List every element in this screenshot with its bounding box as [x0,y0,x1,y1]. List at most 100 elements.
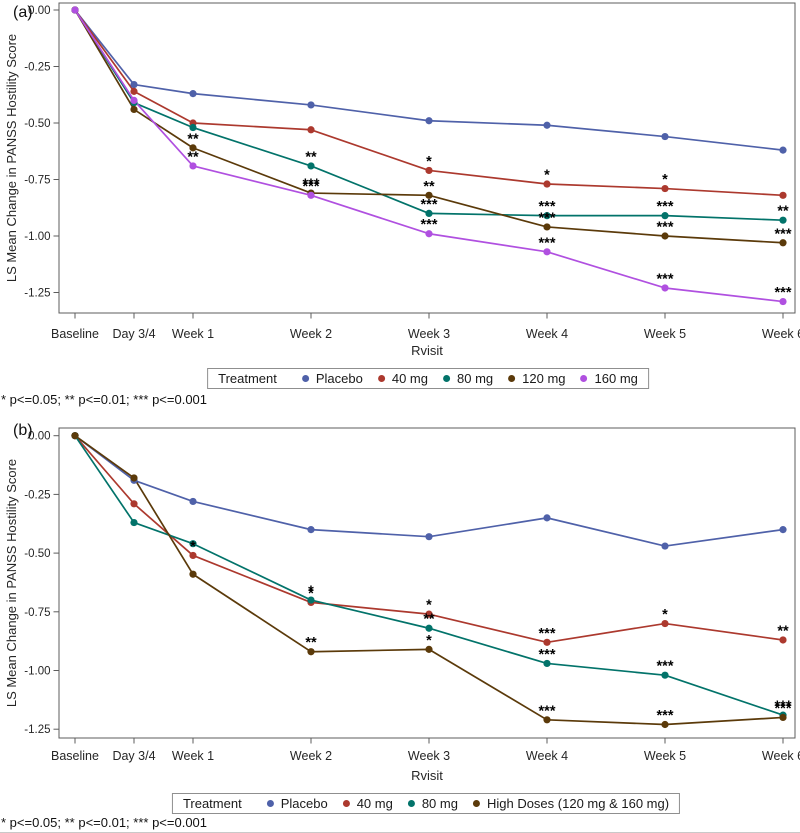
significance-marker: ** [187,131,199,147]
legend-entry-label: Placebo [315,371,363,386]
significance-marker: *** [421,217,438,233]
x-tick-label: Week 4 [526,749,568,763]
data-point [779,239,787,247]
data-point [543,638,551,646]
legend-b: Treatment Placebo 40 mg 80 mg High Doses (1… [171,793,681,814]
data-point [661,542,669,550]
data-point [425,117,433,125]
y-tick-label: -1.00 [24,666,50,678]
legend-entry-label: 80 mg [421,796,458,811]
legend-marker-icon [301,375,309,382]
legend-marker-icon [580,375,588,382]
y-tick-label: -1.25 [24,288,50,300]
legend-entry-high-doses-120-mg-160-mg-: High Doses (120 mg & 160 mg) [472,796,670,811]
significance-marker: *** [539,626,556,642]
x-tick-label: Baseline [51,749,99,763]
significance-marker: *** [303,177,320,193]
data-point [661,212,669,220]
significance-footnote-b: * p<=0.05; ** p<=0.01; *** p<=0.001 [1,815,208,830]
y-tick-label: 0.00 [28,431,50,443]
data-point [307,526,315,534]
data-point [189,551,197,560]
x-tick-label: Week 1 [172,749,214,763]
data-point [661,284,669,292]
legend-entry-120-mg: 120 mg [508,371,566,386]
data-point [130,500,138,508]
significance-marker: *** [657,220,674,236]
plot-frame [58,427,796,739]
data-point [661,132,669,141]
data-point [425,533,433,541]
data-point [425,624,433,632]
legend-entry-80-mg: 80 mg [407,796,458,811]
significance-marker: *** [657,271,674,287]
x-tick-label: Week 4 [526,327,568,341]
data-point [189,123,197,132]
series-line-40-mg [74,9,784,197]
data-point [130,96,138,104]
significance-marker: *** [775,701,792,717]
x-tick-label: Week 1 [172,327,214,341]
series-line-placebo [74,435,784,547]
series-line-high-doses-120-mg-160-mg- [74,435,784,726]
significance-marker: * [308,586,314,602]
significance-marker: *** [775,285,792,301]
data-point [189,570,197,578]
data-point [661,184,669,193]
data-point [779,191,787,199]
data-point [425,645,433,653]
data-point [543,180,551,188]
significance-marker: ** [305,149,317,165]
significance-marker: *** [657,199,674,215]
significance-marker: *** [775,699,792,715]
x-tick-label: Week 6 [762,749,800,763]
legend-entry-label: High Doses (120 mg & 160 mg) [486,796,670,811]
legend-b-title: Treatment [182,796,242,811]
data-point [543,659,551,668]
significance-marker: *** [421,197,438,213]
x-axis-title: Rvisit [411,768,443,783]
series-line-120-mg [74,9,784,244]
x-tick-label: Baseline [51,327,99,341]
plot-frame [58,2,796,314]
legend-entry-label: Placebo [280,796,328,811]
data-point [130,80,138,89]
significance-marker: *** [539,235,556,251]
legend-a: Treatment Placebo 40 mg 80 mg 120 mg 160 mg [207,368,649,389]
x-tick-label: Week 5 [644,749,686,763]
legend-entry-placebo: Placebo [301,371,363,386]
x-tick-label: Week 5 [644,327,686,341]
series-line-40-mg [74,435,784,644]
significance-footnote-a: * p<=0.05; ** p<=0.01; *** p<=0.001 [1,392,208,407]
data-point [543,121,551,129]
data-point [307,191,315,199]
data-point [779,526,787,534]
y-tick-label: -0.50 [24,118,50,130]
legend-entry-label: 160 mg [594,371,638,386]
legend-marker-icon [266,800,274,807]
legend-entry-40-mg: 40 mg [377,371,428,386]
significance-marker: *** [657,708,674,724]
y-tick-label: -1.25 [24,724,50,736]
legend-entry-80-mg: 80 mg [443,371,493,386]
y-axis-title: LS Mean Change in PANSS Hostility Score [4,459,19,707]
data-point [189,144,197,152]
data-point [307,648,315,656]
data-point [189,162,197,170]
data-point [71,432,79,440]
data-point [425,191,433,199]
data-point [189,540,197,548]
y-tick-label: -1.00 [24,231,50,243]
x-tick-label: Week 3 [408,749,450,763]
data-point [130,87,138,95]
panel-a-chart: 0.00 -0.25 -0.50 -0.75 -1.00 -1.25 Baseline Day… [4,2,800,358]
significance-marker: *** [775,226,792,242]
data-point [779,216,787,224]
data-point [779,297,787,306]
data-point [543,514,551,522]
significance-marker: * [190,539,196,555]
data-point [307,596,315,604]
x-axis-title: Rvisit [411,343,443,358]
data-point [307,162,315,170]
data-point [661,671,669,679]
